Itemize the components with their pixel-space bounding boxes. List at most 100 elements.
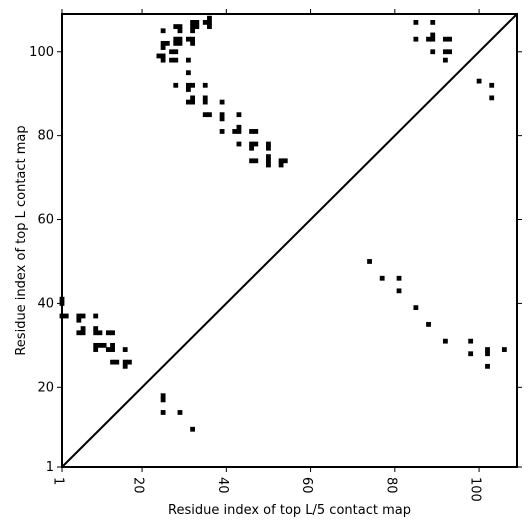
contact-point — [202, 99, 208, 105]
contact-point — [173, 82, 179, 88]
contact-point — [413, 19, 419, 25]
contact-point — [442, 49, 448, 55]
x-tick-label: 20 — [131, 477, 146, 494]
contact-point — [485, 347, 490, 352]
contact-point — [93, 330, 99, 336]
contact-point — [468, 351, 474, 357]
contact-point — [442, 338, 448, 344]
contact-point — [122, 363, 128, 369]
diagonal-line — [61, 13, 518, 468]
contact-point — [396, 288, 402, 294]
x-tick-label: 80 — [383, 477, 398, 494]
contact-point — [76, 317, 82, 323]
contact-point — [190, 40, 196, 46]
contact-point — [194, 24, 200, 29]
y-tick-label: 1 — [46, 460, 54, 475]
data-points — [59, 15, 507, 432]
x-tick-label: 60 — [299, 477, 314, 494]
contact-point — [202, 112, 208, 118]
contact-point — [202, 82, 208, 88]
contact-point — [110, 347, 115, 352]
contact-point — [105, 330, 111, 336]
contact-point — [122, 359, 128, 365]
contact-point — [185, 36, 191, 42]
contact-point — [430, 49, 436, 55]
contact-point — [232, 129, 238, 134]
contact-point — [266, 158, 271, 164]
contact-point — [489, 82, 495, 88]
contact-point — [93, 326, 99, 331]
contact-point — [219, 99, 225, 105]
contact-point — [173, 24, 179, 29]
contact-point — [173, 49, 179, 55]
contact-point — [207, 19, 212, 25]
contact-point — [160, 45, 166, 50]
contact-point — [266, 162, 271, 168]
contact-point — [266, 145, 271, 151]
contact-point — [160, 53, 166, 59]
contact-point — [101, 342, 107, 348]
contact-point — [236, 124, 242, 130]
contact-point — [190, 426, 196, 432]
contact-point — [160, 28, 166, 34]
y-tick-label: 40 — [37, 296, 54, 311]
contact-point — [190, 95, 196, 101]
contact-point — [160, 57, 166, 63]
contact-point — [253, 129, 259, 134]
contact-point — [63, 313, 69, 319]
contact-point — [485, 363, 490, 369]
contact-point — [93, 313, 99, 319]
contact-point — [110, 359, 115, 365]
contact-point — [177, 410, 183, 415]
contact-point — [236, 141, 242, 147]
contact-point — [476, 78, 482, 84]
contact-point — [80, 326, 86, 331]
contact-point — [266, 141, 271, 147]
contact-point — [430, 19, 436, 25]
contact-point — [236, 129, 242, 134]
contact-point — [93, 347, 99, 352]
contact-point — [468, 338, 474, 344]
contact-point — [80, 313, 86, 319]
contact-point — [207, 24, 212, 29]
contact-point — [185, 57, 191, 63]
contact-point — [219, 112, 225, 118]
contact-point — [413, 305, 419, 311]
x-tick-label: 40 — [215, 477, 230, 494]
contact-point — [76, 330, 82, 336]
contact-point — [489, 95, 495, 101]
contact-point — [173, 40, 179, 46]
contact-point — [177, 24, 183, 29]
contact-point — [236, 112, 242, 118]
contact-point — [379, 275, 385, 281]
contact-point — [207, 15, 212, 21]
contact-point — [122, 347, 128, 352]
contact-point — [249, 145, 254, 151]
contact-point — [447, 49, 452, 55]
contact-point — [97, 342, 103, 348]
contact-point — [278, 162, 284, 168]
contact-point — [426, 321, 431, 327]
y-tick-label: 20 — [37, 380, 54, 395]
contact-point — [219, 116, 225, 122]
y-axis-label: Residue index of top L contact map — [14, 125, 29, 355]
contact-point — [253, 141, 259, 147]
contact-point — [249, 129, 254, 134]
contact-point — [177, 36, 183, 42]
y-tick-label: 100 — [29, 45, 54, 60]
contact-point — [253, 158, 259, 164]
contact-point — [282, 158, 288, 164]
contact-point — [185, 87, 191, 92]
contact-point — [97, 330, 103, 336]
contact-point — [110, 342, 115, 348]
contact-point — [105, 347, 111, 352]
contact-point — [430, 32, 436, 38]
contact-point — [160, 393, 166, 399]
contact-point — [160, 397, 166, 403]
contact-point — [114, 359, 120, 365]
contact-point — [249, 141, 254, 147]
contact-point — [430, 36, 436, 42]
x-tick-label: 100 — [468, 477, 483, 502]
